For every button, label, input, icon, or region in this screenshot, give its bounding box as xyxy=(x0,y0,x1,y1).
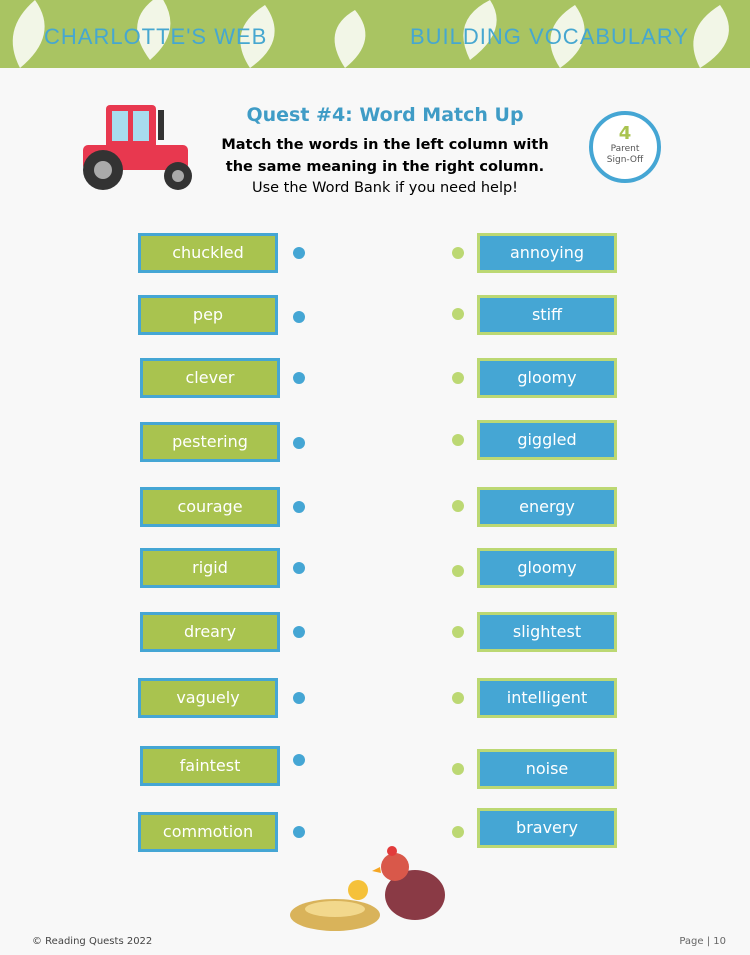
right-dot xyxy=(452,500,464,512)
right-dot xyxy=(452,247,464,259)
left-dot xyxy=(293,247,305,259)
right-word: stiff xyxy=(477,295,617,335)
left-word: vaguely xyxy=(138,678,278,718)
right-word: intelligent xyxy=(477,678,617,718)
header-left: CHARLOTTE'S WEB xyxy=(44,24,268,49)
right-word: energy xyxy=(477,487,617,527)
page-number: Page | 10 xyxy=(679,936,726,947)
tractor-icon xyxy=(83,105,192,190)
right-dot xyxy=(452,626,464,638)
quest-block: Quest #4: Word Match Up Match the words … xyxy=(200,104,570,198)
header-right: BUILDING VOCABULARY xyxy=(410,24,690,49)
right-dot xyxy=(452,692,464,704)
left-word: clever xyxy=(140,358,280,398)
right-word: bravery xyxy=(477,808,617,848)
header-band xyxy=(0,0,750,68)
left-dot xyxy=(293,692,305,704)
left-dot xyxy=(293,501,305,513)
hen-icon xyxy=(290,846,445,931)
left-word: faintest xyxy=(140,746,280,786)
instruction-line: Match the words in the left column with xyxy=(221,137,549,153)
help-text: Use the Word Bank if you need help! xyxy=(251,180,518,196)
parent-badge: 4 Parent Sign-Off xyxy=(589,111,661,183)
right-dot xyxy=(452,763,464,775)
left-dot xyxy=(293,562,305,574)
right-word: annoying xyxy=(477,233,617,273)
right-dot xyxy=(452,372,464,384)
left-word: rigid xyxy=(140,548,280,588)
left-dot xyxy=(293,826,305,838)
left-word: courage xyxy=(140,487,280,527)
right-word: slightest xyxy=(477,612,617,652)
badge-number: 4 xyxy=(618,123,632,144)
copyright: © Reading Quests 2022 xyxy=(32,936,153,947)
left-dot xyxy=(293,437,305,449)
right-dot xyxy=(452,308,464,320)
left-word: commotion xyxy=(138,812,278,852)
left-word: chuckled xyxy=(138,233,278,273)
instructions: Match the words in the left column with … xyxy=(200,134,570,178)
left-word: dreary xyxy=(140,612,280,652)
right-word: noise xyxy=(477,749,617,789)
right-dot xyxy=(452,434,464,446)
left-word: pep xyxy=(138,295,278,335)
left-dot xyxy=(293,311,305,323)
left-dot xyxy=(293,626,305,638)
left-dot xyxy=(293,372,305,384)
right-word: gloomy xyxy=(477,548,617,588)
right-dot xyxy=(452,565,464,577)
right-word: giggled xyxy=(477,420,617,460)
left-word: pestering xyxy=(140,422,280,462)
quest-title: Quest #4: Word Match Up xyxy=(246,104,524,126)
badge-label: Sign-Off xyxy=(606,155,644,165)
right-word: gloomy xyxy=(477,358,617,398)
right-dot xyxy=(452,826,464,838)
left-dot xyxy=(293,754,305,766)
badge-label: Parent xyxy=(610,144,640,154)
instruction-line: the same meaning in the right column. xyxy=(225,159,545,175)
